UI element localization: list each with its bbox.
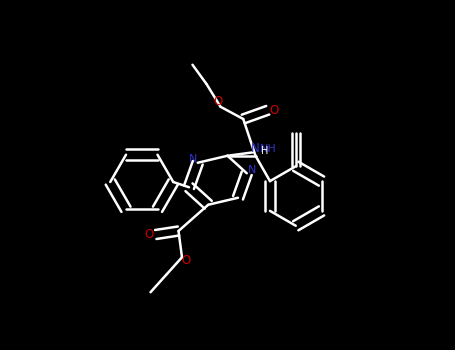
Text: O: O [269, 104, 278, 117]
Text: O: O [144, 228, 153, 241]
Text: O: O [182, 254, 191, 267]
Text: N: N [189, 154, 198, 164]
Text: O: O [213, 95, 222, 108]
Text: NH: NH [260, 145, 277, 154]
Text: N: N [251, 141, 260, 155]
Text: N: N [248, 166, 256, 175]
Text: H: H [261, 146, 268, 156]
